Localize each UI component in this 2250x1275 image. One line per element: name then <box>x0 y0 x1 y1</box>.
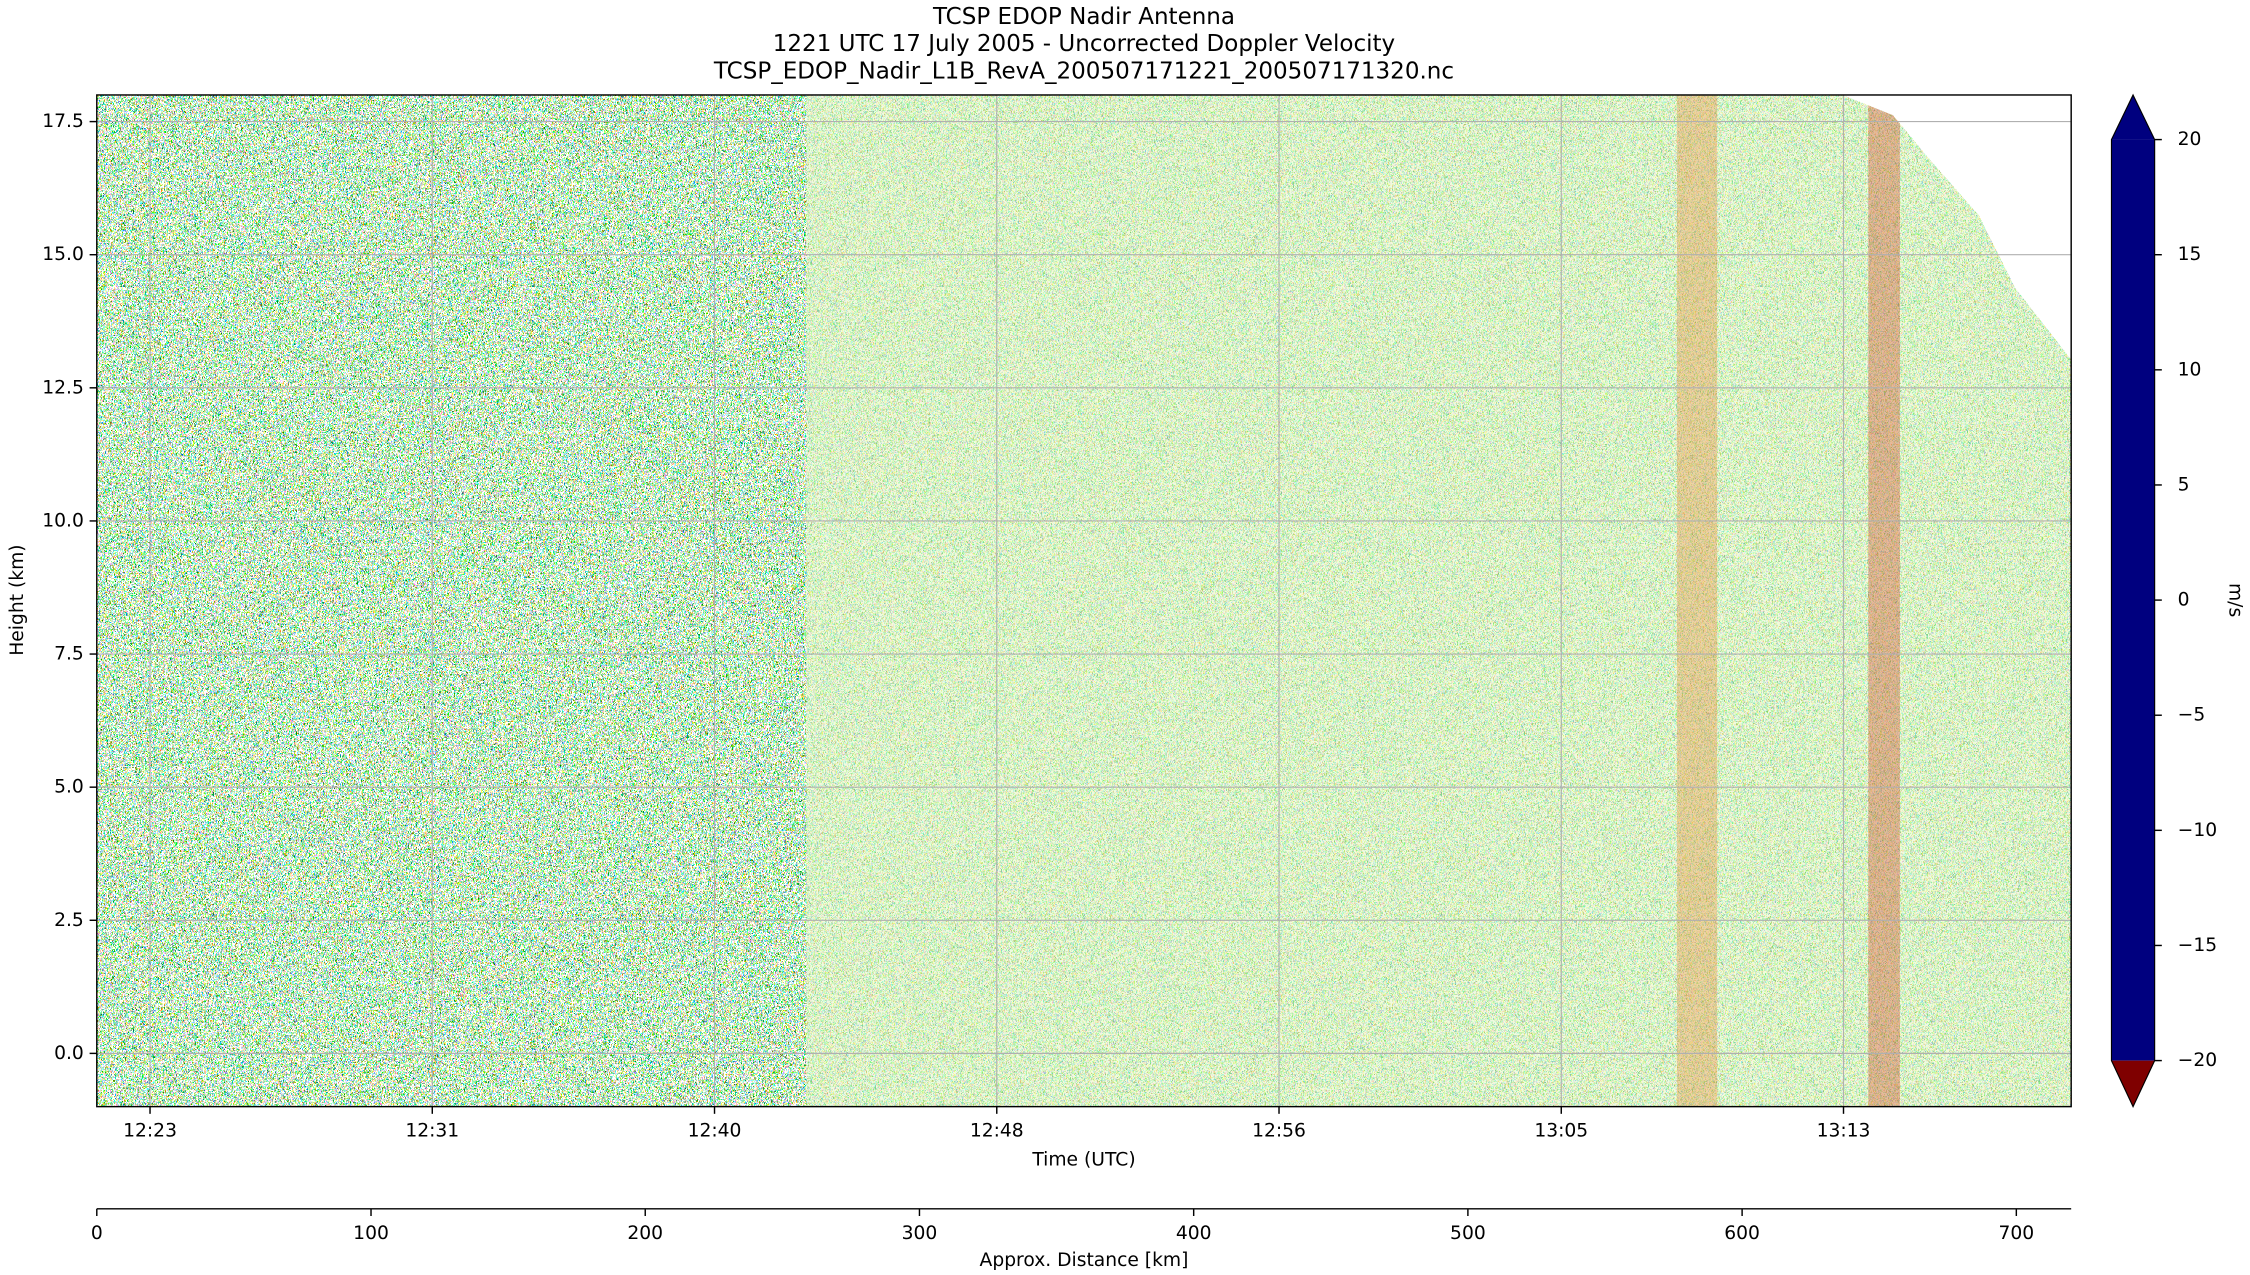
plot-frame <box>96 94 2072 1108</box>
x2-tick-label: 300 <box>902 1223 938 1244</box>
y-tick-label: 15.0 <box>42 244 84 265</box>
y-tick-label: 7.5 <box>54 644 84 665</box>
axes <box>96 94 2072 1107</box>
colorbar-tick-label: 5 <box>2178 474 2190 495</box>
y-tick-label: 5.0 <box>54 777 84 798</box>
red-stripe <box>1868 94 1900 1107</box>
x-tick-label: 12:40 <box>688 1121 742 1142</box>
colorbar-extend-min <box>2111 1060 2155 1107</box>
red-stripe <box>1676 94 1718 1107</box>
y-tick-label: 12.5 <box>42 377 84 398</box>
colorbar-tick-label: −10 <box>2178 820 2217 841</box>
x2-axis-label: Approx. Distance [km] <box>980 1250 1189 1271</box>
velocity-field <box>96 94 2072 1107</box>
x-tick-label: 13:05 <box>1534 1121 1588 1142</box>
colorbar-extend-max <box>2111 94 2155 140</box>
colorbar-label: m/s <box>2225 583 2246 617</box>
x2-tick-label: 400 <box>1176 1223 1212 1244</box>
x2-tick-label: 0 <box>91 1223 103 1244</box>
y-axis-label: Height (km) <box>7 544 28 655</box>
x-tick-label: 13:13 <box>1817 1121 1871 1142</box>
x2-tick-label: 600 <box>1724 1223 1760 1244</box>
y-tick-label: 2.5 <box>54 910 84 931</box>
colorbar-tick-label: 10 <box>2178 359 2202 380</box>
green-region <box>806 94 2072 1107</box>
x2-tick-label: 700 <box>1998 1223 2034 1244</box>
x-axis-label: Time (UTC) <box>1031 1149 1135 1170</box>
colorbar-tick-label: −20 <box>2178 1050 2217 1071</box>
chart-subtitle: 1221 UTC 17 July 2005 - Uncorrected Dopp… <box>773 31 1395 57</box>
colorbar-tick-label: −15 <box>2178 935 2217 956</box>
x-tick-label: 12:56 <box>1252 1121 1306 1142</box>
y-tick-label: 10.0 <box>42 510 84 531</box>
y-tick-label: 0.0 <box>54 1043 84 1064</box>
chart-title: TCSP EDOP Nadir Antenna <box>932 4 1235 30</box>
x-tick-label: 12:31 <box>405 1121 459 1142</box>
chart-filename: TCSP_EDOP_Nadir_L1B_RevA_200507171221_20… <box>713 58 1454 84</box>
x2-tick-label: 100 <box>353 1223 389 1244</box>
colorbar-tick-label: 20 <box>2178 129 2202 150</box>
x-tick-label: 12:23 <box>123 1121 177 1142</box>
colorbar-tick-label: 0 <box>2178 590 2190 611</box>
colorbar-tick-label: 15 <box>2178 244 2202 265</box>
colorbar <box>2111 139 2155 1061</box>
x2-tick-label: 500 <box>1450 1223 1486 1244</box>
y-tick-label: 17.5 <box>42 111 84 132</box>
colorbar-tick-label: −5 <box>2178 705 2206 726</box>
x2-tick-label: 200 <box>627 1223 663 1244</box>
x-tick-label: 12:48 <box>970 1121 1024 1142</box>
